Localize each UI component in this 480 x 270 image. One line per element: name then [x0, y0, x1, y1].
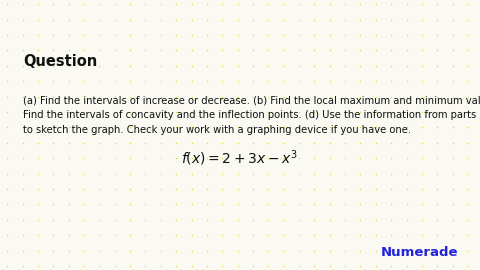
Text: Numerade: Numerade — [381, 246, 458, 259]
Text: (a) Find the intervals of increase or decrease. (b) Find the local maximum and m: (a) Find the intervals of increase or de… — [23, 96, 480, 135]
Text: Question: Question — [23, 54, 97, 69]
Text: $f(x) = 2 + 3x - x^3$: $f(x) = 2 + 3x - x^3$ — [181, 148, 299, 168]
